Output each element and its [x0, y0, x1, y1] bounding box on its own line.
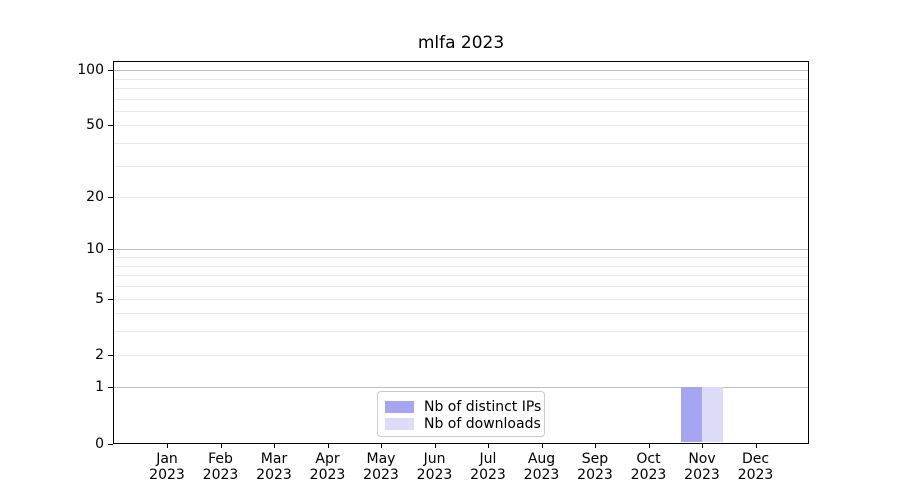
y-tick — [108, 443, 113, 445]
x-tick — [167, 444, 168, 448]
x-tick-label: May 2023 — [363, 451, 399, 483]
chart-title: mlfa 2023 — [417, 33, 505, 53]
y-gridline-minor — [114, 110, 808, 112]
legend-swatch-downloads-icon — [385, 418, 414, 430]
legend-item-distinct-ips: Nb of distinct IPs — [378, 399, 544, 415]
y-tick — [108, 249, 113, 251]
y-tick-label: 20 — [86, 189, 104, 206]
y-tick — [108, 70, 113, 72]
y-gridline-minor — [114, 286, 808, 288]
x-tick — [434, 444, 436, 448]
x-tick — [327, 444, 329, 448]
y-gridline-minor — [114, 165, 808, 167]
x-tick — [702, 444, 703, 448]
y-tick-label: 50 — [86, 117, 104, 134]
x-tick-label: Feb 2023 — [202, 451, 239, 483]
x-tick — [488, 444, 489, 448]
y-gridline-minor — [114, 197, 808, 199]
legend-item-downloads: Nb of downloads — [378, 416, 544, 432]
bar-downloads — [702, 387, 723, 442]
x-tick-label: Jul 2023 — [470, 451, 506, 483]
y-tick-label: 1 — [95, 379, 104, 396]
x-tick-label: Oct 2023 — [630, 451, 667, 483]
y-tick — [108, 387, 113, 389]
y-gridline-minor — [114, 265, 808, 267]
x-tick-label: Jun 2023 — [416, 451, 453, 483]
y-tick-label: 0 — [95, 435, 104, 452]
y-gridline-minor — [114, 354, 808, 356]
x-tick-label: Mar 2023 — [256, 451, 292, 483]
y-tick-label: 10 — [86, 241, 104, 258]
x-tick — [755, 444, 757, 448]
y-gridline-minor — [114, 275, 808, 277]
y-tick — [108, 125, 113, 127]
y-tick-label: 2 — [95, 346, 104, 363]
y-gridline-major — [114, 249, 808, 251]
y-gridline-minor — [114, 125, 808, 127]
x-tick-label: Aug 2023 — [523, 451, 560, 483]
legend-label-downloads: Nb of downloads — [424, 416, 541, 432]
legend-label-distinct-ips: Nb of distinct IPs — [424, 399, 542, 415]
y-tick — [108, 197, 113, 199]
x-tick-label: Apr 2023 — [309, 451, 346, 483]
y-gridline-minor — [114, 143, 808, 145]
y-gridline-minor — [114, 98, 808, 100]
y-gridline-major — [114, 70, 808, 72]
y-gridline-minor — [114, 78, 808, 80]
bar-distinct-ips — [681, 387, 702, 442]
x-tick — [648, 444, 650, 448]
legend: Nb of distinct IPs Nb of downloads — [377, 391, 545, 437]
x-tick — [381, 444, 382, 448]
y-tick — [108, 354, 113, 356]
y-tick-label: 5 — [95, 290, 104, 307]
x-tick — [274, 444, 275, 448]
y-gridline-minor — [114, 331, 808, 333]
x-tick — [541, 444, 543, 448]
y-gridline-minor — [114, 313, 808, 315]
x-tick — [220, 444, 222, 448]
plot-area — [113, 61, 809, 444]
x-tick-label: Nov 2023 — [684, 451, 720, 483]
x-tick-label: Dec 2023 — [737, 451, 774, 483]
x-tick-label: Jan 2023 — [149, 451, 185, 483]
x-tick — [595, 444, 596, 448]
y-gridline-minor — [114, 298, 808, 300]
x-tick-label: Sep 2023 — [577, 451, 613, 483]
legend-swatch-distinct-ips-icon — [385, 401, 414, 413]
y-gridline-major — [114, 387, 808, 389]
y-gridline-minor — [114, 257, 808, 259]
y-tick-label: 100 — [77, 62, 104, 79]
y-tick — [108, 298, 113, 300]
y-gridline-minor — [114, 87, 808, 89]
